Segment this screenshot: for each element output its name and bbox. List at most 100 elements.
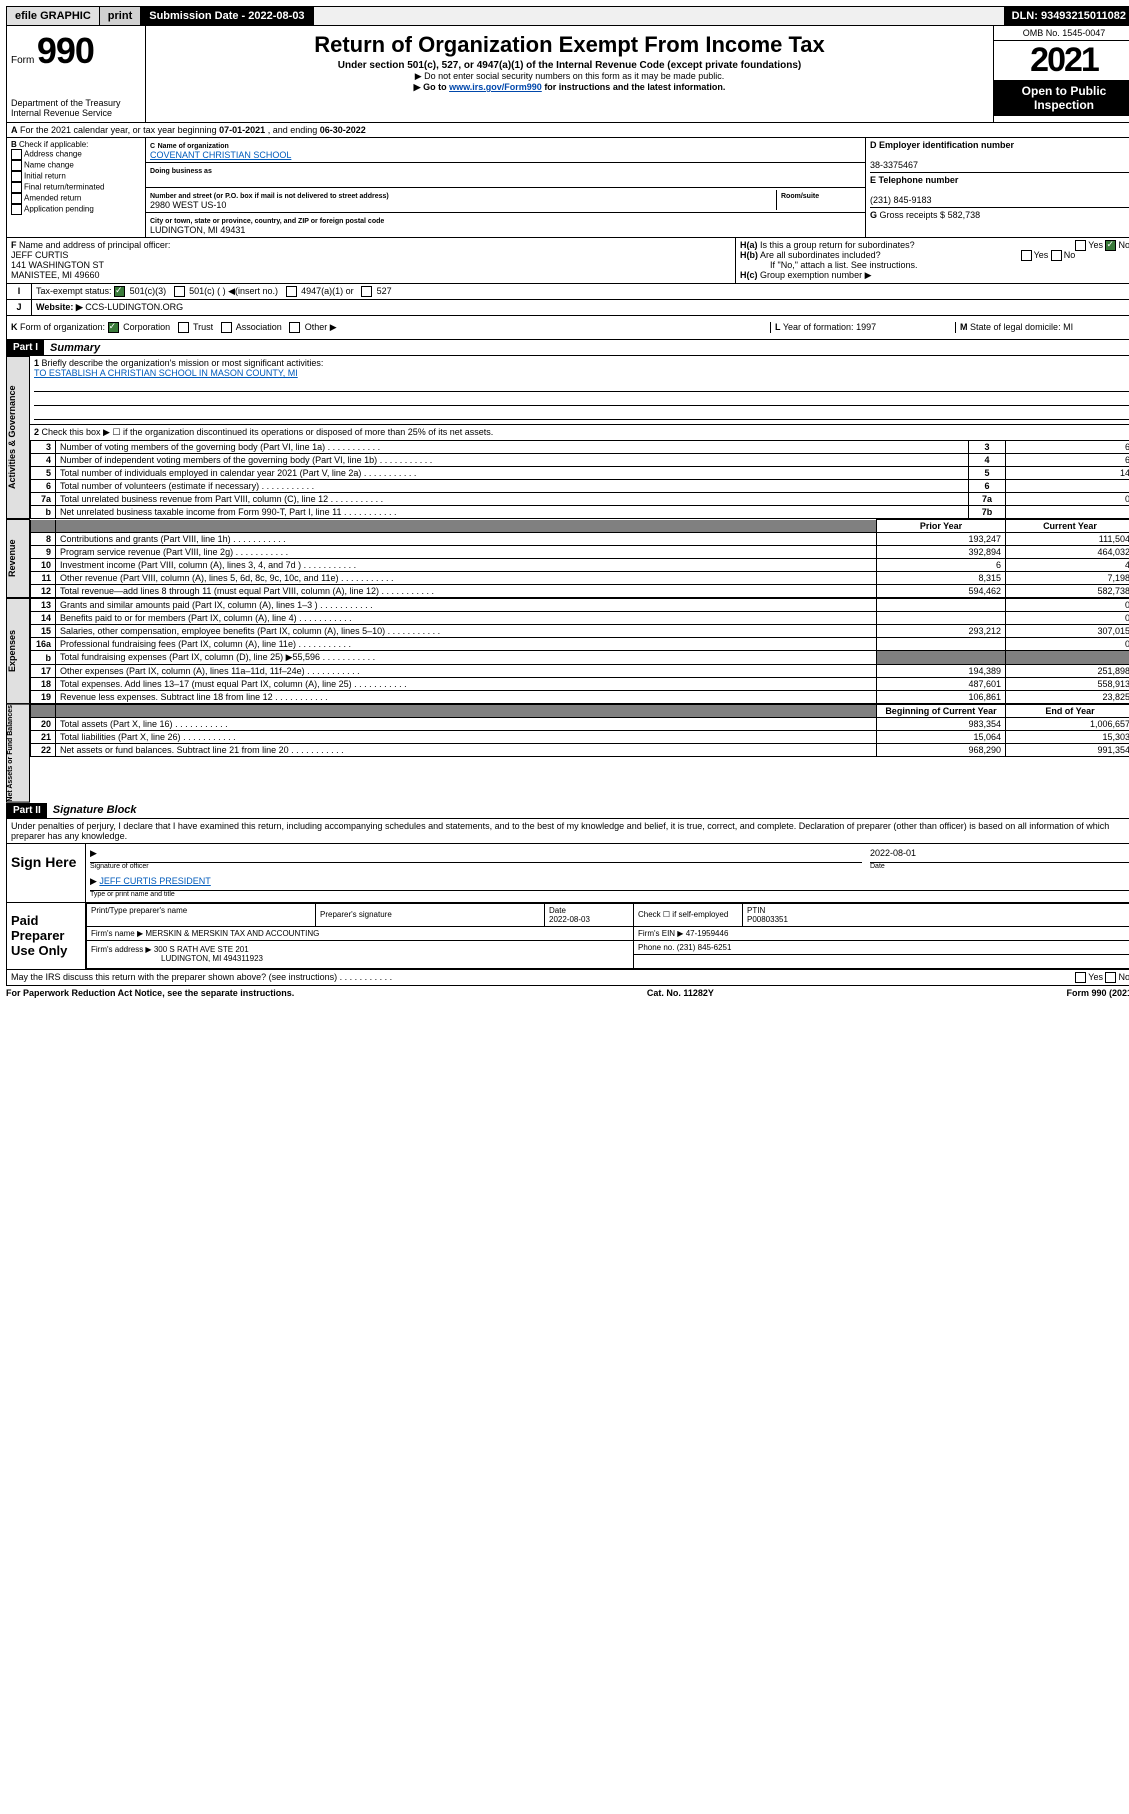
mission-text: TO ESTABLISH A CHRISTIAN SCHOOL IN MASON…	[34, 368, 298, 378]
footer-right: Form 990 (2021)	[1066, 988, 1129, 998]
opt-501c: 501(c) ( ) ◀(insert no.)	[189, 286, 278, 296]
ein-value: 38-3375467	[870, 160, 918, 170]
l2-text: Check this box ▶ ☐ if the organization d…	[42, 427, 494, 437]
efile-button[interactable]: efile GRAPHIC	[7, 7, 100, 25]
i-content: Tax-exempt status: 501(c)(3) 501(c) ( ) …	[32, 284, 1129, 299]
cb-ha-no[interactable]	[1105, 240, 1116, 251]
table-row: 19Revenue less expenses. Subtract line 1…	[31, 691, 1129, 704]
org-name[interactable]: COVENANT CHRISTIAN SCHOOL	[150, 150, 291, 160]
cb-527[interactable]	[361, 286, 372, 297]
footer-left: For Paperwork Reduction Act Notice, see …	[6, 988, 294, 998]
table-row: 17Other expenses (Part IX, column (A), l…	[31, 665, 1129, 678]
col-c: C Name of organization COVENANT CHRISTIA…	[146, 138, 865, 237]
ha-label: H(a)	[740, 240, 758, 250]
prior-val: 6	[877, 559, 1006, 572]
officer-name: JEFF CURTIS	[11, 250, 68, 260]
tax-year: 2021	[994, 41, 1129, 80]
curr-val: 464,032	[1006, 546, 1129, 559]
form-note2: ▶ Go to www.irs.gov/Form990 for instruct…	[150, 82, 989, 93]
cb-initial[interactable]	[11, 171, 22, 182]
cb-final[interactable]	[11, 182, 22, 193]
i-label: I	[7, 284, 32, 299]
table-row: 18Total expenses. Add lines 13–17 (must …	[31, 678, 1129, 691]
part1-title: Summary	[44, 342, 100, 354]
may-irs-row: May the IRS discuss this return with the…	[6, 970, 1129, 986]
line-num: b	[31, 651, 56, 665]
cb-name-change[interactable]	[11, 160, 22, 171]
line-num: 4	[31, 454, 56, 467]
part2-badge: Part II	[7, 803, 47, 818]
curr-val: 7,198	[1006, 572, 1129, 585]
top-bar: efile GRAPHIC print Submission Date - 20…	[6, 6, 1129, 26]
prep-name-cell: Print/Type preparer's name	[87, 903, 316, 926]
opt-final: Final return/terminated	[24, 183, 104, 192]
self-emp-cell: Check ☐ if self-employed	[634, 903, 743, 926]
bcd-block: B Check if applicable: Address change Na…	[6, 138, 1129, 238]
cb-assoc[interactable]	[221, 322, 232, 333]
line-box: 5	[969, 467, 1006, 480]
m-content: M State of legal domicile: MI	[955, 322, 1129, 333]
cb-ha-yes[interactable]	[1075, 240, 1086, 251]
ag-section: Activities & Governance 1 Briefly descri…	[6, 356, 1129, 519]
exp-section: Expenses 13Grants and similar amounts pa…	[6, 598, 1129, 704]
dept-treasury: Department of the Treasury	[11, 98, 141, 108]
table-row: 4Number of independent voting members of…	[31, 454, 1129, 467]
firm-addr-lbl: Firm's address ▶	[91, 945, 152, 954]
cb-address-change[interactable]	[11, 149, 22, 160]
exp-table: 13Grants and similar amounts paid (Part …	[30, 598, 1129, 704]
row-a-mid: , and ending	[268, 125, 320, 135]
hc-text: Group exemption number ▶	[760, 270, 871, 280]
cb-other[interactable]	[289, 322, 300, 333]
curr-year-hdr: Current Year	[1006, 520, 1129, 533]
g-text: Gross receipts $	[880, 210, 946, 220]
cb-hb-yes[interactable]	[1021, 250, 1032, 261]
l-content: L Year of formation: 1997	[770, 322, 955, 333]
header-left: Form 990 Department of the Treasury Inte…	[7, 26, 146, 122]
discuss-yes: Yes	[1088, 972, 1103, 983]
part1-badge: Part I	[7, 340, 44, 355]
header-mid: Return of Organization Exempt From Incom…	[146, 26, 993, 122]
form-label: Form	[11, 55, 34, 66]
cb-501c[interactable]	[174, 286, 185, 297]
cb-4947[interactable]	[286, 286, 297, 297]
prior-val: 194,389	[877, 665, 1006, 678]
side-nab: Net Assets or Fund Balances	[6, 704, 30, 803]
f-text: Name and address of principal officer:	[19, 240, 170, 250]
line-text: Contributions and grants (Part VIII, lin…	[56, 533, 877, 546]
rev-section: Revenue Prior Year Current Year 8Contrib…	[6, 519, 1129, 598]
form-title: Return of Organization Exempt From Incom…	[150, 32, 989, 58]
line-text: Total fundraising expenses (Part IX, col…	[56, 651, 877, 665]
irs-link[interactable]: www.irs.gov/Form990	[449, 82, 542, 92]
i-text: Tax-exempt status:	[36, 286, 112, 296]
col-h: H(a) Is this a group return for subordin…	[736, 238, 1129, 283]
rule-1	[34, 380, 1129, 392]
curr-val: 251,898	[1006, 665, 1129, 678]
submission-label: Submission Date -	[149, 10, 248, 22]
officer-name-val: JEFF CURTIS PRESIDENT	[99, 876, 210, 886]
part1-header: Part I Summary	[6, 340, 1129, 356]
cb-discuss-yes[interactable]	[1075, 972, 1086, 983]
footer-mid: Cat. No. 11282Y	[647, 988, 714, 998]
cb-hb-no[interactable]	[1051, 250, 1062, 261]
table-row: 5Total number of individuals employed in…	[31, 467, 1129, 480]
cb-corp[interactable]	[108, 322, 119, 333]
dept-irs: Internal Revenue Service	[11, 108, 141, 118]
cb-501c3[interactable]	[114, 286, 125, 297]
line-num: 22	[31, 744, 56, 757]
cb-amended[interactable]	[11, 193, 22, 204]
cb-pending[interactable]	[11, 204, 22, 215]
addr-label: Number and street (or P.O. box if mail i…	[150, 193, 389, 200]
shade-cell	[1006, 651, 1129, 665]
line-num: 5	[31, 467, 56, 480]
print-button[interactable]: print	[100, 7, 141, 25]
prior-val	[877, 599, 1006, 612]
sign-block: Sign Here ▶ Signature of officer 2022-08…	[6, 844, 1129, 903]
curr-val: 111,504	[1006, 533, 1129, 546]
open-public-badge: Open to Public Inspection	[994, 80, 1129, 116]
rule-3	[34, 408, 1129, 420]
cb-discuss-no[interactable]	[1105, 972, 1116, 983]
cb-trust[interactable]	[178, 322, 189, 333]
phone-value: (231) 845-9183	[870, 195, 932, 205]
city-label: City or town, state or province, country…	[150, 218, 384, 225]
org-name-cell: C Name of organization COVENANT CHRISTIA…	[146, 138, 865, 163]
